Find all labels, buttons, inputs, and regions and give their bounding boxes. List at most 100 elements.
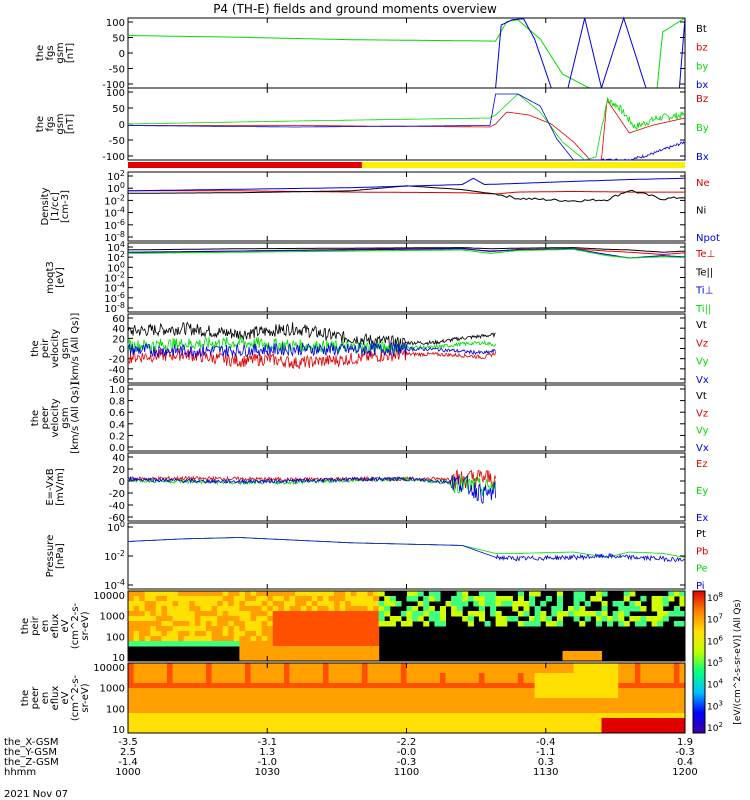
spectrogram-cell xyxy=(228,611,235,617)
spectrogram-cell xyxy=(473,713,480,719)
spectrogram-cell xyxy=(506,708,513,714)
spectrogram-cell xyxy=(267,646,274,652)
spectrogram-cell xyxy=(423,693,430,699)
spectrogram-cell xyxy=(334,591,341,597)
spectrogram-cell xyxy=(573,663,580,669)
spectrogram-cell xyxy=(601,611,608,617)
spectrogram-cell xyxy=(345,601,352,607)
spectrogram-cell xyxy=(601,688,608,694)
spectrogram-cell xyxy=(573,678,580,684)
spectrogram-cell xyxy=(200,663,207,669)
spectrogram-cell xyxy=(361,656,368,662)
spectrogram-cell xyxy=(517,663,524,669)
spectrogram-cell xyxy=(306,656,313,662)
spectrogram-cell xyxy=(601,723,608,729)
spectrogram-cell xyxy=(506,683,513,689)
spectrogram-cell xyxy=(289,678,296,684)
spectrogram-cell xyxy=(551,698,558,704)
spectrogram-cell xyxy=(172,708,179,714)
spectrogram-cell xyxy=(679,601,686,607)
spectrogram-cell xyxy=(161,611,168,617)
spectrogram-cell xyxy=(139,596,146,602)
spectrogram-cell xyxy=(261,621,268,627)
spectrogram-cell xyxy=(284,601,291,607)
spectrogram-cell xyxy=(178,678,185,684)
spectrogram-cell xyxy=(378,728,385,734)
spectrogram-cell xyxy=(607,703,614,709)
spectrogram-cell xyxy=(317,621,324,627)
spectrogram-cell xyxy=(295,683,302,689)
spectrogram-cell xyxy=(306,728,313,734)
spectrogram-cell xyxy=(601,693,608,699)
spectrogram-cell xyxy=(462,673,469,679)
spectrogram-cell xyxy=(172,698,179,704)
spectrogram-cell xyxy=(250,683,257,689)
spectrogram-cell xyxy=(601,606,608,612)
spectrogram-cell xyxy=(668,591,675,597)
spectrogram-cell xyxy=(323,626,330,632)
y-axis-label-line: the xyxy=(35,116,46,132)
y-tick-label: 100 xyxy=(107,181,125,195)
spectrogram-cell xyxy=(300,606,307,612)
spectrogram-cell xyxy=(183,718,190,724)
spectrogram-cell xyxy=(512,693,519,699)
spectrogram-cell xyxy=(607,723,614,729)
spectrogram-cell xyxy=(128,621,135,627)
spectrogram-cell xyxy=(245,631,252,637)
spectrogram-cell xyxy=(133,616,140,622)
spectrogram-cell xyxy=(200,713,207,719)
spectrogram-cell xyxy=(361,683,368,689)
spectrogram-cell xyxy=(428,713,435,719)
spectrogram-cell xyxy=(634,698,641,704)
spectrogram-cell xyxy=(128,596,135,602)
spectrogram-cell xyxy=(250,621,257,627)
spectrogram-cell xyxy=(150,698,157,704)
spectrogram-cell xyxy=(495,673,502,679)
y-axis-label: the peir velocity gsm [km/s (All Qs)] xyxy=(30,313,81,385)
spectrogram-cell xyxy=(373,611,380,617)
spectrogram-cell xyxy=(579,703,586,709)
spectrogram-cell xyxy=(512,698,519,704)
spectrogram-cell xyxy=(323,596,330,602)
spectrogram-cell xyxy=(272,656,279,662)
spectrogram-cell xyxy=(144,591,151,597)
spectrogram-cell xyxy=(300,708,307,714)
spectrogram-cell xyxy=(150,631,157,637)
spectrogram-cell xyxy=(222,673,229,679)
spectrogram-cell xyxy=(378,708,385,714)
spectrogram-cell xyxy=(651,678,658,684)
spectrogram-cell xyxy=(133,703,140,709)
y-tick-label: 1000 xyxy=(100,612,125,623)
spectrogram-cell xyxy=(356,646,363,652)
y-tick-label: 100 xyxy=(106,704,125,715)
y-axis-label-line: peer xyxy=(40,406,51,430)
spectrogram-cell xyxy=(590,678,597,684)
spectrogram-cell xyxy=(378,678,385,684)
spectrogram-cell xyxy=(272,708,279,714)
spectrogram-cell xyxy=(367,646,374,652)
spectrogram-cell xyxy=(139,693,146,699)
spectrogram-cell xyxy=(250,723,257,729)
spectrogram-cell xyxy=(573,703,580,709)
spectrogram-cell xyxy=(501,596,508,602)
spectrogram-cell xyxy=(406,698,413,704)
spectrogram-cell xyxy=(250,601,257,607)
spectrogram-cell xyxy=(495,693,502,699)
spectrogram-cell xyxy=(161,601,168,607)
spectrogram-cell xyxy=(183,723,190,729)
spectrogram-cell xyxy=(540,611,547,617)
spectrogram-cell xyxy=(439,703,446,709)
spectrogram-cell xyxy=(289,703,296,709)
spectrogram-cell xyxy=(183,596,190,602)
legend-bz: bz xyxy=(696,43,708,54)
spectrogram-cell xyxy=(562,673,569,679)
spectrogram-cell xyxy=(155,678,162,684)
spectrogram-cell xyxy=(334,611,341,617)
spectrogram-cell xyxy=(222,606,229,612)
spectrogram-cell xyxy=(529,718,536,724)
spectrogram-cell xyxy=(128,688,135,694)
spectrogram-cell xyxy=(139,668,146,674)
spectrogram-cell xyxy=(350,636,357,642)
spectrogram-cell xyxy=(345,596,352,602)
spectrogram-cell xyxy=(462,688,469,694)
